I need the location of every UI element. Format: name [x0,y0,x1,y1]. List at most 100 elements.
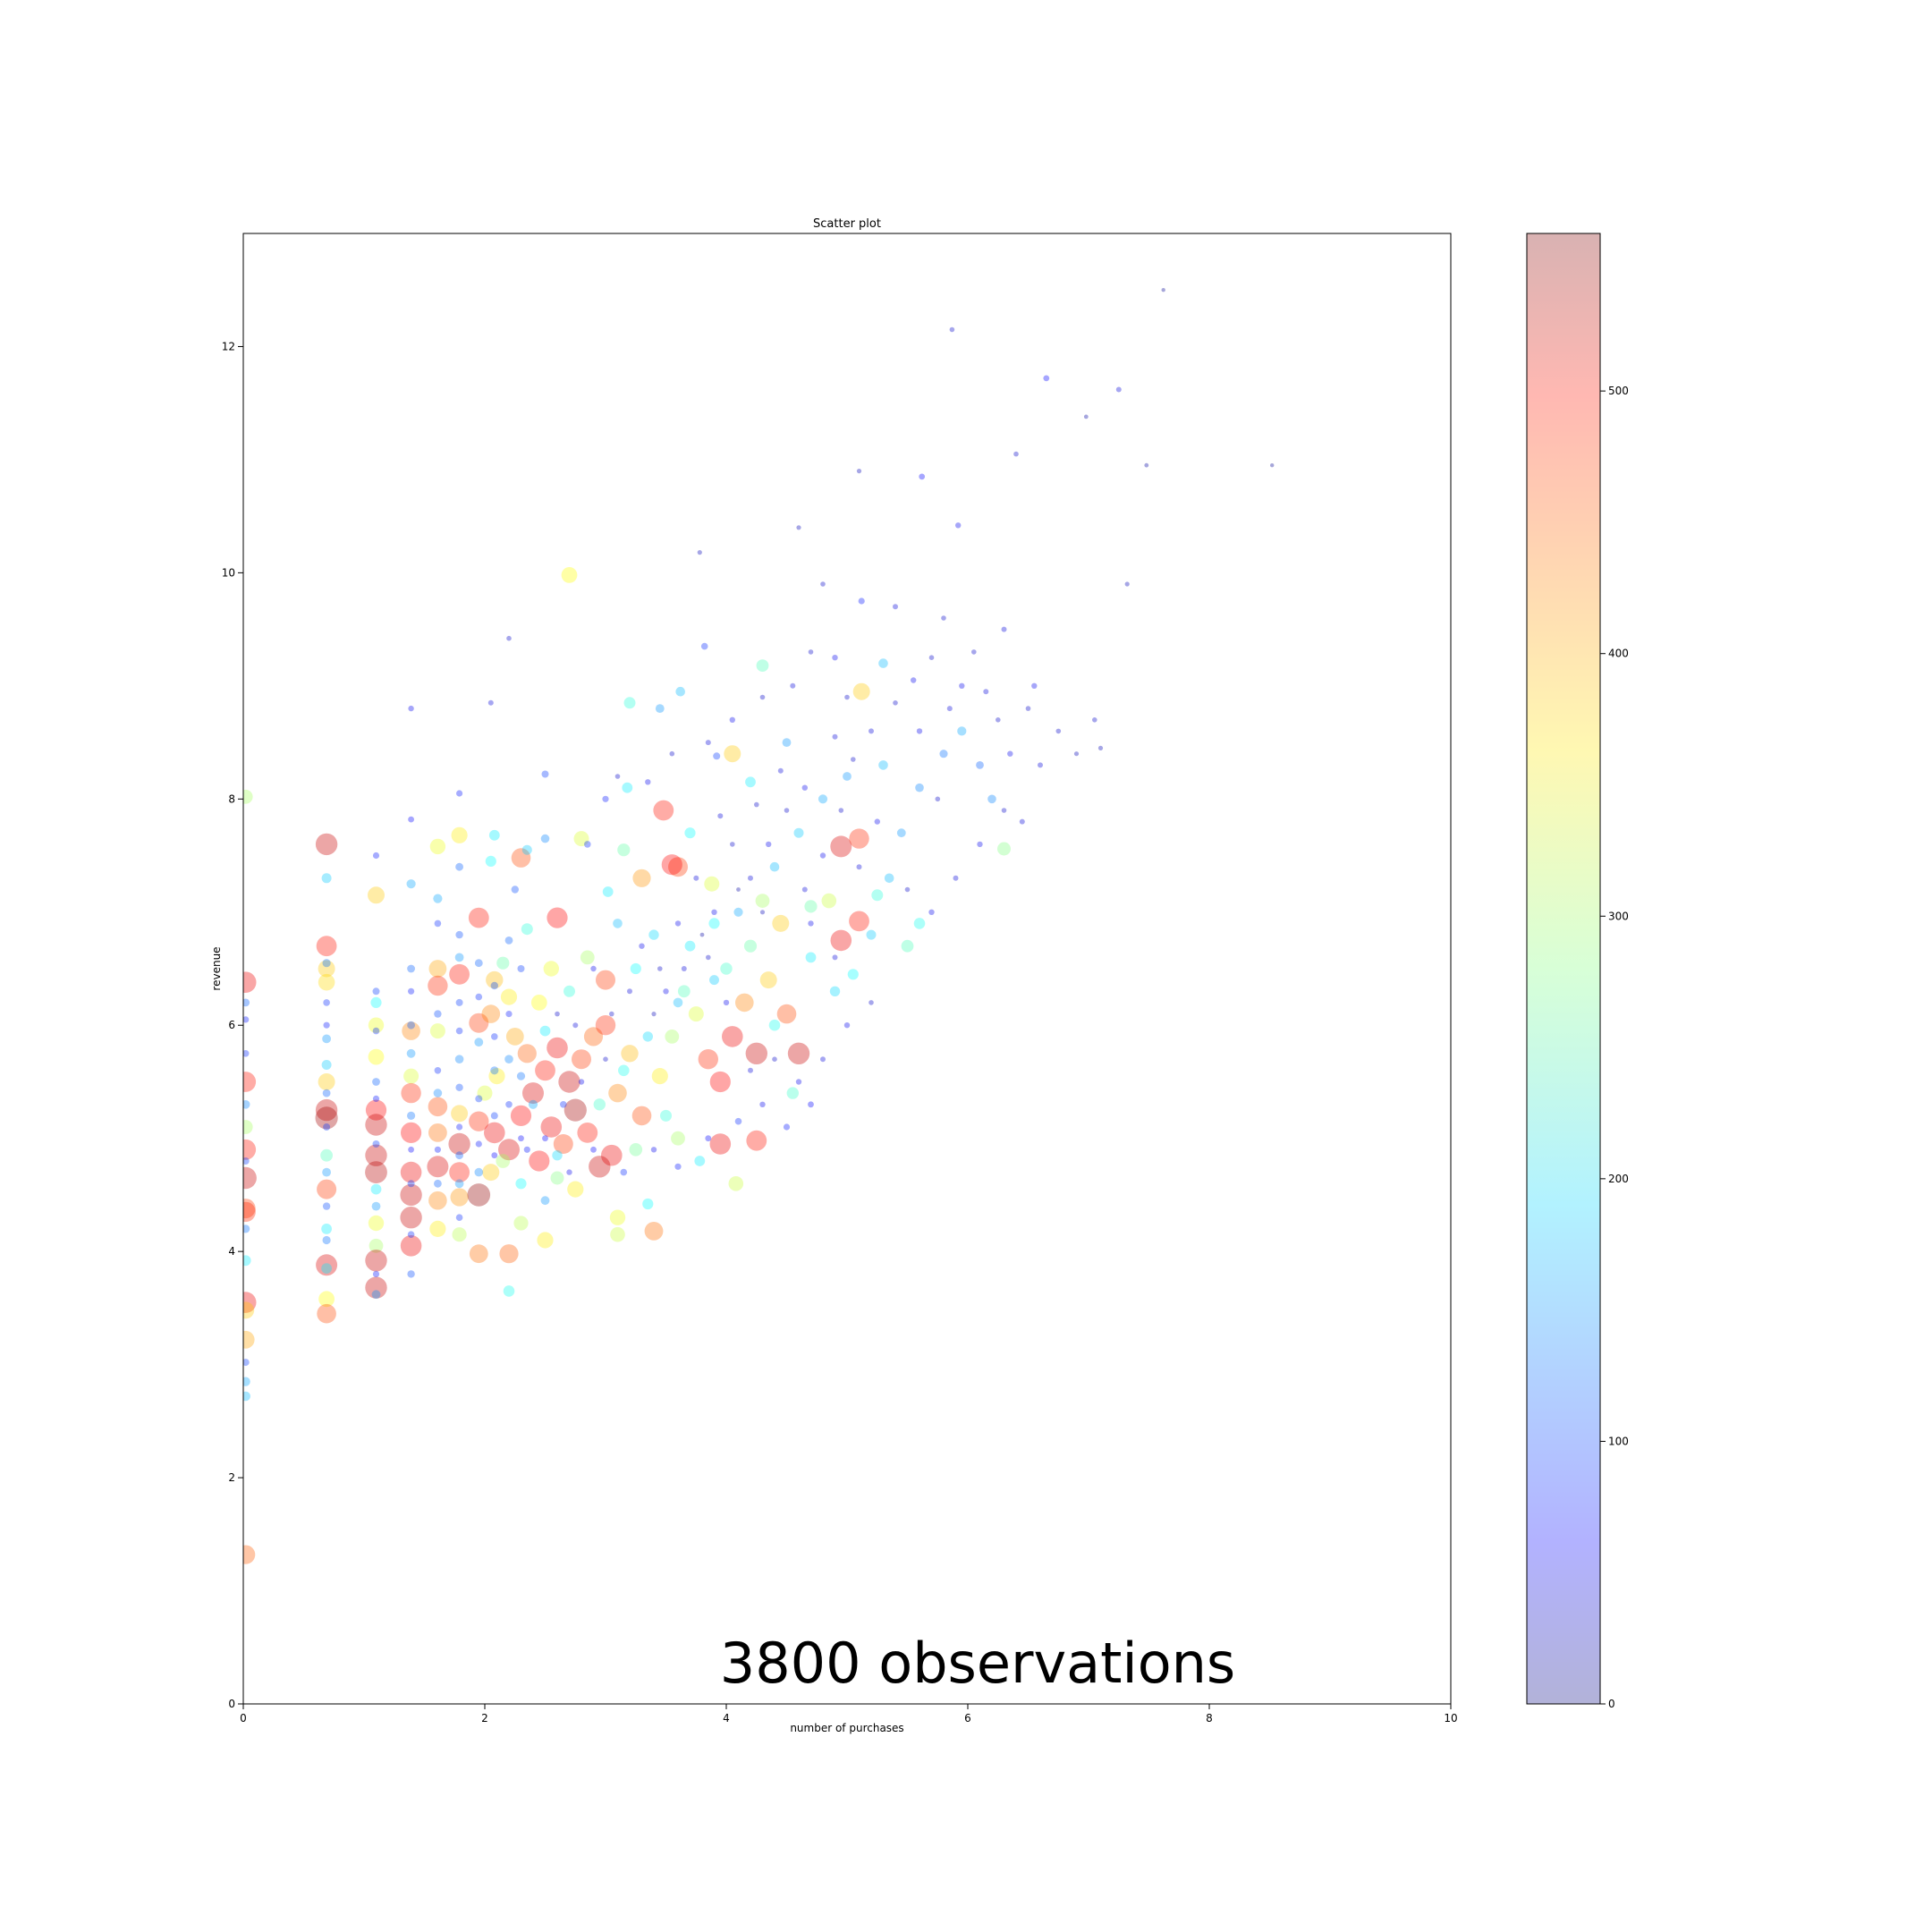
data-point [317,1303,336,1324]
data-point [528,1099,538,1109]
data-point [593,1098,606,1111]
data-point [759,1101,766,1108]
data-point [321,1060,332,1070]
data-point [547,1037,568,1059]
data-point [365,1276,387,1299]
data-point [1007,750,1013,757]
data-point [522,1082,544,1105]
data-point [400,1235,422,1257]
data-point [521,844,532,855]
data-point [783,1123,791,1131]
data-point [543,961,559,977]
data-point [482,1164,500,1182]
data-point [901,939,914,953]
data-point [243,1166,257,1190]
data-point [1013,451,1019,457]
data-point [748,875,753,881]
data-point [621,1045,639,1063]
data-point [674,920,682,927]
data-point [318,1073,335,1090]
data-point [321,1224,332,1234]
data-point [474,1167,484,1177]
data-point [728,1176,744,1191]
data-point [365,1099,387,1121]
data-point [243,1377,250,1386]
data-point [555,1011,560,1017]
data-point [511,886,519,894]
data-point [243,1120,253,1134]
data-point [820,581,826,587]
data-point [808,649,814,655]
data-point [603,1056,608,1062]
data-point [496,956,510,970]
data-point [469,1111,489,1131]
data-point [776,1004,797,1024]
data-point [400,1161,422,1183]
data-point [832,655,838,661]
data-point [402,1021,420,1040]
data-point [322,1089,331,1097]
data-point [705,740,711,746]
data-point [452,1227,467,1242]
data-point [455,862,463,871]
data-point [434,919,442,928]
data-point [407,1270,415,1278]
data-point [651,1068,668,1085]
data-point [370,1183,382,1195]
data-point [318,1291,335,1308]
data-point [601,1144,623,1166]
data-point [720,962,733,975]
data-point [1001,808,1007,813]
data-point [843,772,852,781]
data-point [590,1146,597,1153]
data-point [550,1171,564,1185]
data-point [484,1122,505,1144]
data-point [541,770,549,778]
data-point [583,1027,604,1046]
x-tick-label: 0 [240,1712,247,1724]
data-point [566,1169,572,1175]
data-point [323,1021,330,1029]
data-point [1161,288,1165,292]
data-point [704,876,720,892]
data-point [400,1183,422,1207]
data-point [793,827,804,838]
data-point [475,1140,482,1148]
data-point [454,1179,464,1189]
data-point [535,1060,555,1081]
data-point [651,1012,657,1017]
data-point [608,1083,627,1103]
data-point [243,1391,250,1402]
data-point [521,923,533,936]
data-point [708,918,720,929]
data-point [490,1112,498,1120]
data-point [572,1049,591,1070]
data-point [669,750,675,757]
data-point [474,1038,484,1047]
data-point [614,774,621,779]
data-point [735,993,754,1013]
data-point [320,1148,333,1162]
data-point [516,1072,526,1080]
data-point [429,1023,445,1039]
data-point [542,1135,548,1142]
data-point [759,910,766,915]
data-point [407,964,415,973]
data-point [784,808,790,813]
data-point [1124,581,1130,587]
data-point [475,1095,483,1103]
data-point [709,1133,732,1155]
data-point [372,1095,380,1102]
data-point [790,682,796,689]
data-point [515,1178,527,1190]
data-point [684,827,696,839]
data-point [530,995,547,1011]
data-point [429,838,446,855]
data-point [407,1021,415,1030]
data-point [843,1022,851,1029]
data-point [596,970,615,990]
data-point [323,1123,331,1131]
data-point [372,1027,380,1035]
data-point [481,1004,501,1023]
colorbar-tick-label: 300 [1608,910,1629,922]
